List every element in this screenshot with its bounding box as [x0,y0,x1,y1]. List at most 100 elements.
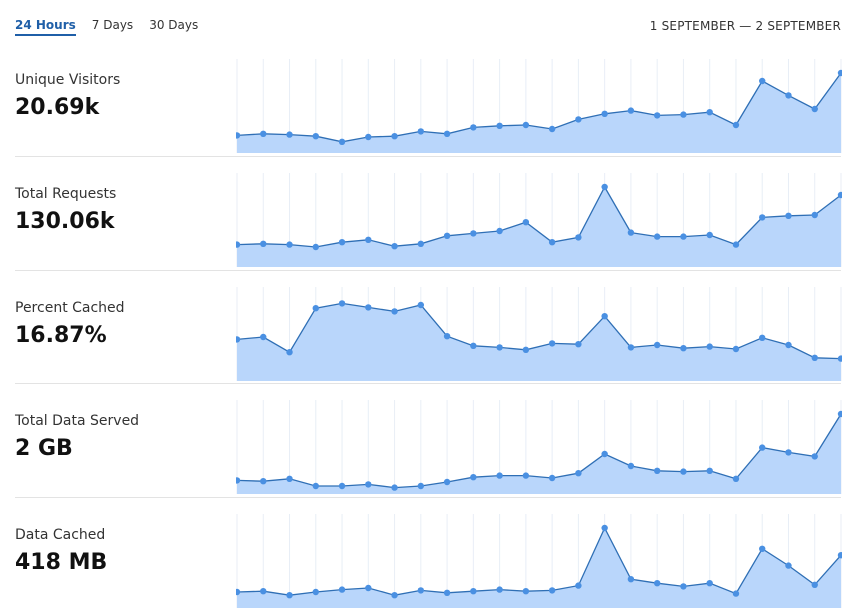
data-point[interactable] [443,333,451,340]
data-point[interactable] [759,77,766,85]
data-point[interactable] [837,355,842,362]
data-point[interactable] [260,130,267,137]
data-point[interactable] [312,482,319,490]
data-point[interactable] [575,116,582,123]
data-point[interactable] [653,467,661,474]
data-point[interactable] [260,588,267,595]
data-point[interactable] [286,475,293,482]
data-point[interactable] [236,588,241,596]
data-point[interactable] [680,111,687,118]
data-point[interactable] [443,589,451,596]
data-point[interactable] [260,333,267,341]
data-point[interactable] [391,308,398,315]
data-point[interactable] [522,346,530,353]
data-point[interactable] [627,229,635,236]
data-point[interactable] [470,124,477,131]
data-point[interactable] [811,581,818,588]
data-point[interactable] [312,305,319,312]
data-point[interactable] [286,349,293,356]
data-point[interactable] [575,582,582,589]
data-point[interactable] [338,138,346,145]
data-point[interactable] [732,345,740,353]
data-point[interactable] [496,122,503,129]
data-point[interactable] [653,233,661,240]
data-point[interactable] [706,343,713,350]
data-point[interactable] [732,241,740,248]
data-point[interactable] [312,133,319,140]
data-point[interactable] [522,219,530,226]
data-point[interactable] [627,107,635,114]
data-point[interactable] [653,112,661,119]
data-point[interactable] [785,92,792,99]
tab-24-hours[interactable]: 24 Hours [15,18,76,36]
data-point[interactable] [653,580,661,587]
data-point[interactable] [365,133,372,141]
data-point[interactable] [365,481,372,488]
data-point[interactable] [680,345,687,352]
data-point[interactable] [785,449,792,456]
data-point[interactable] [759,444,766,451]
data-point[interactable] [417,301,425,309]
data-point[interactable] [417,128,425,135]
data-point[interactable] [338,300,346,307]
data-point[interactable] [443,130,451,137]
data-point[interactable] [522,121,530,129]
data-point[interactable] [470,230,477,237]
data-point[interactable] [601,524,608,532]
data-point[interactable] [391,484,398,491]
data-point[interactable] [338,482,346,490]
data-point[interactable] [470,588,477,595]
data-point[interactable] [811,354,818,361]
data-point[interactable] [338,239,346,246]
data-point[interactable] [338,586,346,593]
data-point[interactable] [811,453,818,460]
data-point[interactable] [312,588,319,596]
data-point[interactable] [627,576,635,583]
data-point[interactable] [417,240,425,247]
data-point[interactable] [496,586,503,593]
data-point[interactable] [732,121,740,129]
data-point[interactable] [522,472,530,479]
data-point[interactable] [365,584,372,592]
data-point[interactable] [837,191,842,199]
data-point[interactable] [470,474,477,481]
tab-30-days[interactable]: 30 Days [149,18,199,32]
data-point[interactable] [837,410,842,418]
data-point[interactable] [811,105,818,113]
data-point[interactable] [548,474,556,482]
data-point[interactable] [575,341,582,348]
data-point[interactable] [785,562,792,569]
data-point[interactable] [601,110,608,117]
data-point[interactable] [680,583,687,590]
data-point[interactable] [759,334,766,341]
data-point[interactable] [548,239,556,246]
tab-7-days[interactable]: 7 Days [91,18,134,32]
data-point[interactable] [548,587,556,594]
data-point[interactable] [286,592,293,599]
data-point[interactable] [365,236,372,243]
data-point[interactable] [759,214,766,221]
data-point[interactable] [496,344,503,351]
data-point[interactable] [601,450,608,458]
data-point[interactable] [391,592,398,599]
data-point[interactable] [443,232,451,239]
data-point[interactable] [785,341,792,349]
data-point[interactable] [286,131,293,138]
data-point[interactable] [759,545,766,552]
data-point[interactable] [732,475,740,482]
data-point[interactable] [286,241,293,248]
data-point[interactable] [236,132,241,139]
data-point[interactable] [680,233,687,240]
data-point[interactable] [391,133,398,140]
data-point[interactable] [706,109,713,116]
data-point[interactable] [732,590,740,597]
data-point[interactable] [837,69,842,77]
data-point[interactable] [236,477,241,484]
data-point[interactable] [496,472,503,479]
data-point[interactable] [417,482,425,490]
data-point[interactable] [260,478,267,485]
data-point[interactable] [706,231,713,239]
data-point[interactable] [653,341,661,349]
data-point[interactable] [470,342,477,349]
data-point[interactable] [601,313,608,320]
